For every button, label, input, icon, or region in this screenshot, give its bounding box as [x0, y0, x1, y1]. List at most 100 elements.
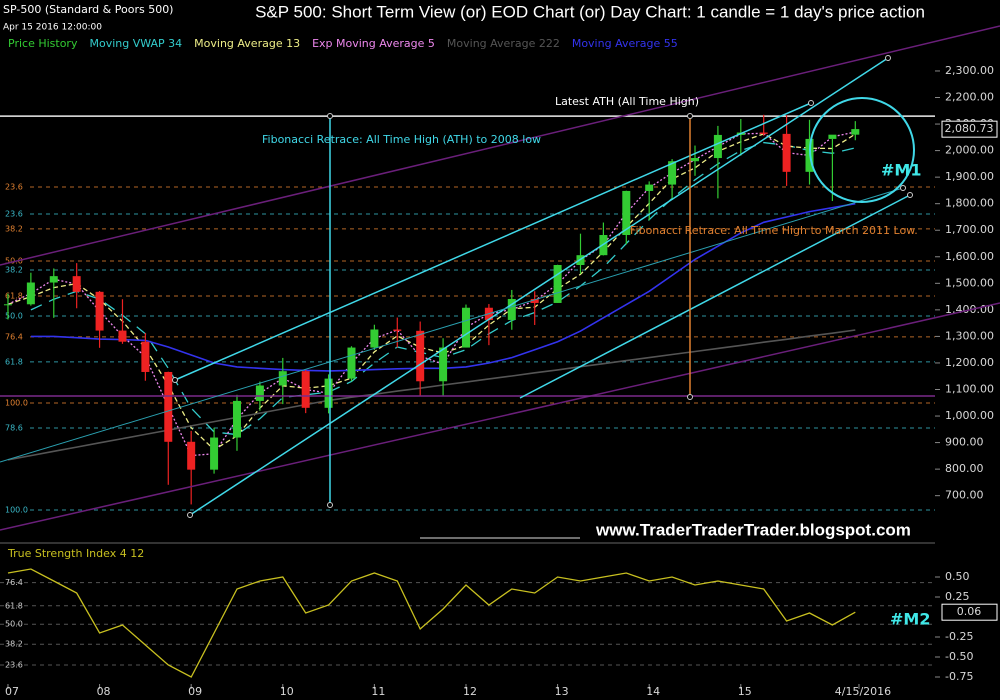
y-tick-label: 0.25 [945, 590, 970, 603]
level-label: 38.2 [5, 640, 23, 649]
y-tick-label: 1,100.00 [945, 382, 994, 395]
timestamp: Apr 15 2016 12:00:00 [3, 23, 102, 33]
x-tick-label: 08 [97, 685, 111, 698]
x-tick-label: 11 [371, 685, 385, 698]
y-tick-label: 1,200.00 [945, 356, 994, 369]
legend: Price History Moving VWAP 34 Moving Averag… [8, 37, 678, 50]
legend-entry: Moving Average 222 [447, 37, 560, 50]
anchor-dot [327, 502, 333, 508]
candle-body [278, 371, 287, 386]
y-tick-label: 1,000.00 [945, 409, 994, 422]
candle-body [393, 329, 402, 331]
ath-label: Latest ATH (All Time High) [555, 95, 699, 108]
candle-body [370, 329, 379, 348]
candle-body [416, 330, 425, 382]
y-tick-label: 2,000.00 [945, 144, 994, 157]
candle-body [507, 298, 516, 320]
level-label: 61.8 [5, 601, 23, 610]
x-tick-label: 07 [5, 685, 19, 698]
candle-body [232, 400, 241, 438]
annotation: #M1 [881, 161, 921, 180]
candle-body [49, 276, 58, 283]
candle-body [828, 134, 837, 139]
candle-body [713, 134, 722, 159]
fib-level-label: 61.8 [5, 357, 23, 366]
series-line [7, 568, 856, 678]
candle-body [439, 347, 448, 382]
last-value-label: 0.06 [957, 605, 982, 618]
y-tick-label: 2,200.00 [945, 91, 994, 104]
level-label: 23.6 [5, 661, 23, 670]
y-tick-label: -0.25 [945, 630, 973, 643]
candle-body [668, 161, 677, 185]
x-tick-label: 4/15/2016 [835, 685, 891, 698]
anchor-dot [687, 394, 693, 400]
indicator-title: True Strength Index 4 12 [7, 547, 144, 560]
candle-body [164, 371, 173, 442]
y-tick-label: 1,700.00 [945, 223, 994, 236]
fib-label: Fibonacci Retrace: All Time High to Marc… [630, 224, 918, 237]
annotation: #M2 [890, 610, 930, 629]
candle-body [347, 347, 356, 379]
candle-body [255, 385, 264, 401]
y-tick-label: -0.50 [945, 650, 973, 663]
series-line [7, 329, 856, 461]
candle-body [210, 437, 219, 470]
y-tick-label: 1,800.00 [945, 197, 994, 210]
candle-body [553, 265, 562, 303]
x-tick-label: 12 [463, 685, 477, 698]
y-tick-label: 1,600.00 [945, 250, 994, 263]
y-tick-label: 900.00 [945, 436, 984, 449]
candle-body [759, 132, 768, 134]
candle-body [530, 298, 539, 303]
trend-line [189, 57, 889, 516]
fib-level-label: 100.0 [5, 506, 28, 515]
anchor-dot [885, 55, 891, 61]
trend-line [174, 102, 812, 381]
y-tick-label: 2,300.00 [945, 64, 994, 77]
legend-entry: Moving Average 13 [194, 37, 300, 50]
x-tick-label: 13 [555, 685, 569, 698]
x-tick-label: 14 [646, 685, 660, 698]
fib-level-label: 50.0 [5, 311, 23, 320]
candle-body [301, 371, 310, 408]
level-label: 76.4 [5, 578, 23, 587]
y-tick-label: 700.00 [945, 489, 984, 502]
candle-body [26, 282, 35, 305]
anchor-dot [327, 113, 333, 119]
legend-entry: Exp Moving Average 5 [312, 37, 435, 50]
fib-level-label: 100.0 [5, 399, 28, 408]
x-tick-label: 10 [280, 685, 294, 698]
y-tick-label: 0.50 [945, 570, 970, 583]
fib-level-label: 38.2 [5, 266, 23, 275]
level-label: 50.0 [5, 620, 23, 629]
candle-body [645, 184, 654, 191]
candle-body [3, 304, 12, 306]
fib-level-label: 38.2 [5, 224, 23, 233]
x-tick-label: 15 [738, 685, 752, 698]
anchor-dot [687, 113, 693, 119]
candle-body [461, 307, 470, 348]
series-line [7, 133, 856, 451]
candle-body [72, 276, 81, 292]
y-tick-label: 1,300.00 [945, 329, 994, 342]
candle-body [95, 291, 104, 331]
legend-entry: Price History [8, 37, 78, 50]
channel-line [0, 25, 1000, 266]
anchor-dot [172, 377, 178, 383]
fib-level-label: 23.6 [5, 210, 23, 219]
anchor-dot [187, 512, 193, 518]
last-value-label: 2,080.73 [945, 122, 994, 135]
y-tick-label: 1,900.00 [945, 170, 994, 183]
channel-line [0, 302, 1000, 531]
legend-entry: Moving VWAP 34 [89, 37, 182, 50]
candle-body [622, 190, 631, 236]
candle-body [851, 129, 860, 135]
symbol: SP-500 (Standard & Poors 500) [3, 3, 173, 16]
watermark: www.TraderTraderTrader.blogspot.com [595, 520, 911, 539]
candle-body [187, 441, 196, 470]
trend-line [519, 194, 911, 399]
y-tick-label: -0.75 [945, 670, 973, 683]
